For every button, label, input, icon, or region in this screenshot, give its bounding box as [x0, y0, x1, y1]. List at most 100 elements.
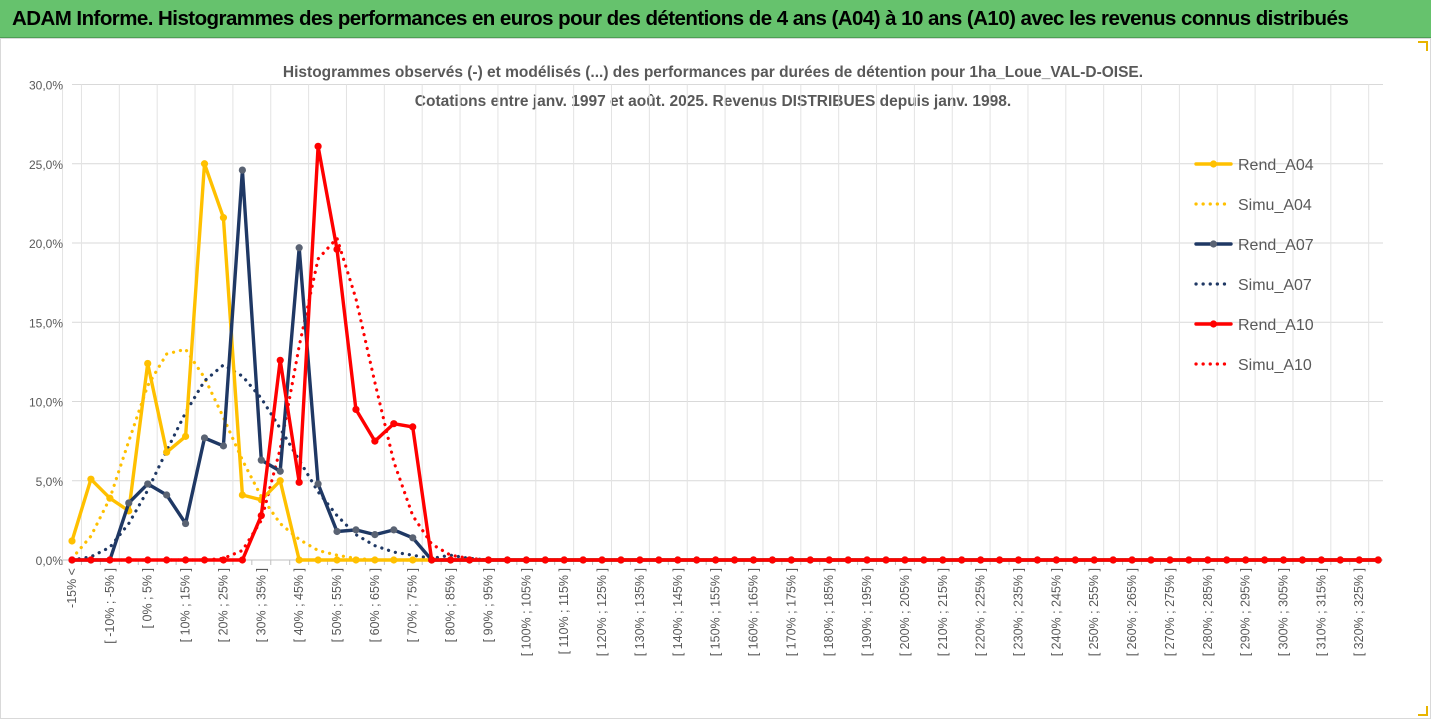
gridlines: [62, 84, 1383, 561]
corner-marker: [1418, 706, 1428, 716]
data-point-rend_a10: [465, 556, 474, 564]
data-point-rend_a10: [920, 556, 928, 564]
legend-label: Rend_A07: [1238, 237, 1314, 254]
y-tick-label: 20,0%: [29, 237, 63, 251]
data-point-rend_a10: [1109, 556, 1117, 564]
data-point-rend_a07: [276, 467, 284, 475]
y-tick-label: 15,0%: [29, 316, 63, 330]
data-point-rend_a10: [276, 356, 284, 364]
data-point-rend_a10: [428, 556, 436, 564]
data-point-rend_a10: [144, 556, 152, 564]
data-point-rend_a04: [144, 359, 152, 368]
data-point-rend_a10: [1223, 556, 1231, 564]
x-tick-label: [ 50% ; 55% ]: [330, 568, 344, 642]
data-point-rend_a04: [409, 556, 417, 564]
data-point-rend_a07: [409, 534, 417, 542]
data-point-rend_a10: [371, 437, 379, 445]
x-tick-label: [ 40% ; 45% ]: [292, 568, 306, 642]
corner-marker: [1418, 41, 1428, 51]
data-point-rend_a07: [238, 166, 246, 174]
data-point-rend_a10: [484, 556, 493, 564]
y-tick-label: 30,0%: [29, 79, 63, 93]
x-tick-label: [ 160% ; 165% ]: [746, 568, 760, 656]
y-tick-label: 25,0%: [29, 158, 63, 172]
data-point-rend_a10: [712, 556, 720, 564]
x-tick-label: [ 80% ; 85% ]: [444, 568, 458, 642]
y-tick-label: 10,0%: [29, 396, 63, 410]
data-point-rend_a04: [238, 491, 246, 499]
legend-label: Simu_A07: [1238, 277, 1312, 294]
x-tick-label: [ 240% ; 245% ]: [1049, 568, 1063, 656]
x-tick-label: [ 90% ; 95% ]: [481, 568, 495, 642]
data-point-rend_a04: [371, 556, 379, 564]
chart-title-line-2: Cotations entre janv. 1997 et août. 2025…: [415, 93, 1011, 110]
data-point-rend_a10: [1242, 556, 1250, 564]
data-point-rend_a07: [333, 527, 341, 536]
x-tick-label: [ 150% ; 155% ]: [709, 568, 723, 656]
data-point-rend_a10: [598, 556, 606, 564]
data-point-rend_a07: [295, 244, 303, 252]
legend-label: Simu_A04: [1238, 197, 1312, 214]
x-tick-label: [ -10% ; -5% ]: [103, 568, 117, 644]
x-tick-label: [ 140% ; 145% ]: [671, 568, 685, 656]
x-tick-label: [ 230% ; 235% ]: [1012, 568, 1026, 656]
data-point-rend_a10: [352, 405, 360, 414]
x-tick-label: [ 20% ; 25% ]: [216, 568, 230, 642]
data-point-rend_a10: [768, 556, 777, 564]
chart-area: Histogrammes observés (-) et modélisés (…: [0, 38, 1431, 719]
data-point-rend_a04: [390, 556, 398, 564]
data-point-rend_a10: [522, 556, 530, 564]
data-point-rend_a10: [409, 423, 417, 431]
data-point-rend_a10: [200, 556, 209, 564]
x-tick-label: [ 320% ; 325% ]: [1352, 568, 1366, 656]
data-point-rend_a10: [125, 556, 133, 564]
x-axis: -15% < [ -10% ; -5% ] [ 0% ; 5% ] [ 10% ; 1…: [62, 559, 1383, 656]
data-point-rend_a04: [200, 160, 209, 168]
y-axis: 0,0% 5,0% 10,0% 15,0% 20,0% 25,0% 30,0%: [29, 79, 63, 569]
data-point-rend_a10: [693, 556, 701, 564]
data-point-rend_a10: [333, 245, 341, 253]
data-point-rend_a04: [352, 556, 360, 564]
data-point-rend_a04: [181, 432, 190, 440]
x-tick-label: [ 120% ; 125% ]: [595, 568, 609, 656]
x-tick-label: [ 130% ; 135% ]: [633, 568, 647, 656]
data-point-rend_a10: [1355, 556, 1363, 564]
chart-title-line-1: Histogrammes observés (-) et modélisés (…: [283, 64, 1143, 81]
x-tick-label: [ 270% ; 275% ]: [1163, 568, 1177, 656]
x-tick-label: [ 60% ; 65% ]: [368, 568, 382, 642]
x-tick-label: [ 180% ; 185% ]: [822, 568, 836, 656]
x-tick-label: [ 210% ; 215% ]: [936, 568, 950, 656]
x-tick-label: [ 220% ; 225% ]: [974, 568, 988, 656]
data-point-rend_a07: [314, 480, 322, 488]
data-point-rend_a10: [295, 478, 303, 486]
data-point-rend_a10: [636, 556, 644, 564]
x-tick-label: [ 110% ; 115% ]: [557, 568, 571, 654]
data-point-rend_a10: [1014, 556, 1023, 564]
data-point-rend_a10: [863, 556, 871, 564]
data-point-rend_a10: [503, 556, 511, 564]
data-point-rend_a04: [333, 556, 341, 564]
legend-label: Simu_A10: [1238, 357, 1312, 374]
data-point-rend_a04: [87, 475, 95, 483]
data-point-rend_a10: [1071, 556, 1079, 564]
data-point-rend_a10: [314, 142, 322, 150]
data-point-rend_a10: [730, 556, 739, 564]
data-point-rend_a10: [1260, 556, 1269, 564]
data-point-rend_a10: [560, 556, 568, 564]
y-tick-label: 5,0%: [36, 475, 64, 489]
data-point-rend_a10: [1185, 556, 1193, 564]
data-point-rend_a10: [844, 556, 852, 564]
x-tick-label: [ 190% ; 195% ]: [860, 568, 874, 656]
data-point-rend_a10: [1147, 556, 1155, 564]
data-point-rend_a10: [447, 556, 455, 564]
data-point-rend_a10: [68, 556, 76, 564]
data-point-rend_a04: [314, 556, 322, 564]
data-point-rend_a10: [787, 556, 795, 564]
data-point-rend_a10: [617, 556, 625, 564]
data-point-rend_a10: [749, 556, 758, 564]
x-tick-label: [ 280% ; 285% ]: [1201, 568, 1215, 656]
data-point-rend_a10: [1166, 556, 1174, 564]
data-point-rend_a10: [825, 556, 833, 564]
data-point-rend_a10: [882, 556, 890, 564]
x-tick-label: [ 100% ; 105% ]: [519, 568, 533, 656]
